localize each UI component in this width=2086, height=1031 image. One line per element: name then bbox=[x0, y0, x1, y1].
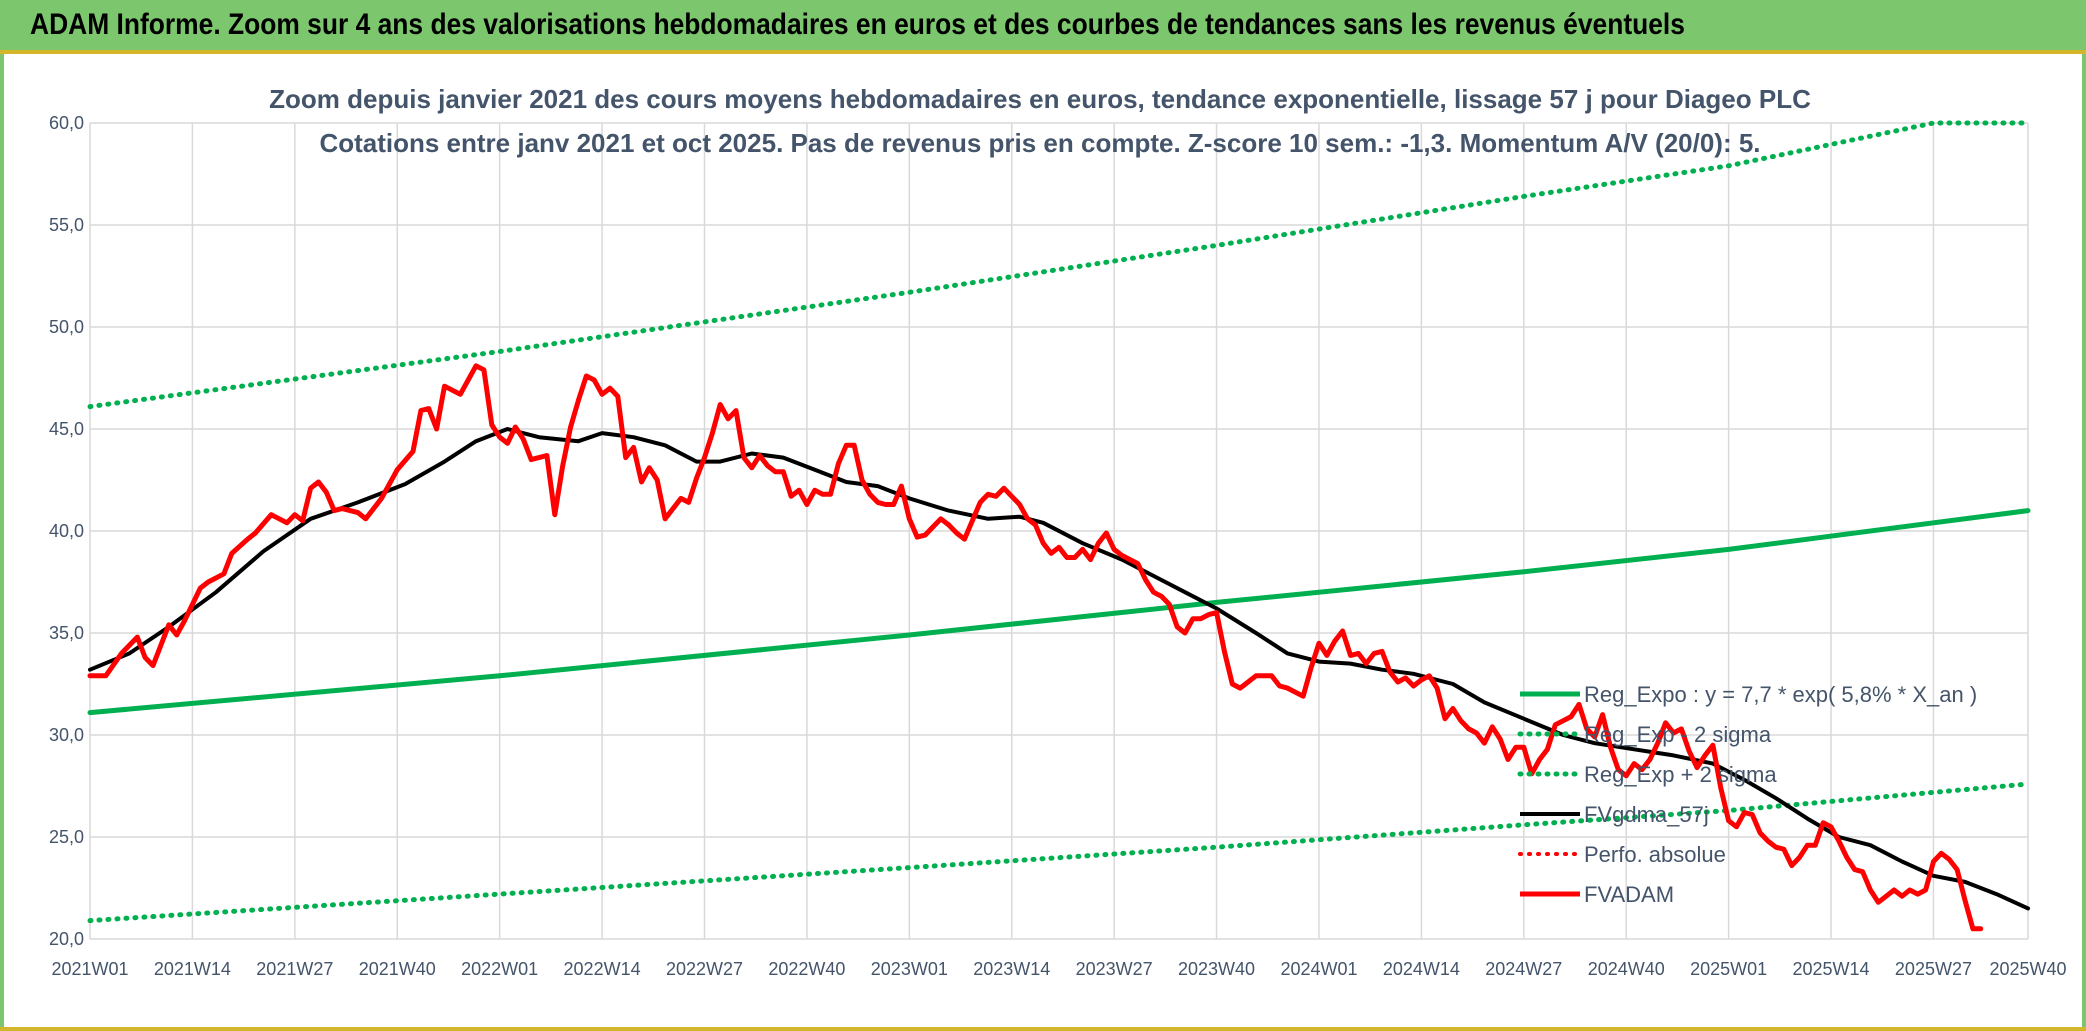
y-tick-label: 30,0 bbox=[49, 725, 84, 745]
x-tick-label: 2022W01 bbox=[461, 959, 538, 979]
y-tick-label: 25,0 bbox=[49, 827, 84, 847]
chart-grid bbox=[89, 122, 2029, 940]
legend-label-3: FVgdma_57j bbox=[1584, 802, 1709, 827]
chart-title: Zoom depuis janvier 2021 des cours moyen… bbox=[269, 84, 1811, 114]
series-line-5 bbox=[87, 363, 1984, 932]
x-tick-label: 2021W27 bbox=[256, 959, 333, 979]
legend-label-5: FVADAM bbox=[1584, 882, 1674, 907]
right-frame-border bbox=[2082, 54, 2086, 1031]
series-line-2 bbox=[87, 120, 2031, 410]
x-tick-label: 2025W01 bbox=[1690, 959, 1767, 979]
x-tick-label: 2025W40 bbox=[1989, 959, 2066, 979]
x-tick-label: 2023W27 bbox=[1076, 959, 1153, 979]
x-tick-label: 2025W27 bbox=[1895, 959, 1972, 979]
x-tick-label: 2023W01 bbox=[871, 959, 948, 979]
report-title: ADAM Informe. Zoom sur 4 ans des valoris… bbox=[30, 8, 1685, 41]
chart-series bbox=[87, 120, 2031, 932]
y-tick-label: 55,0 bbox=[49, 215, 84, 235]
y-tick-label: 45,0 bbox=[49, 419, 84, 439]
x-tick-label: 2023W14 bbox=[973, 959, 1050, 979]
x-tick-label: 2024W01 bbox=[1280, 959, 1357, 979]
legend-label-0: Reg_Expo : y = 7,7 * exp( 5,8% * X_an ) bbox=[1584, 682, 1977, 707]
y-tick-label: 20,0 bbox=[49, 929, 84, 949]
x-tick-label: 2021W01 bbox=[51, 959, 128, 979]
legend-label-4: Perfo. absolue bbox=[1584, 842, 1726, 867]
x-tick-label: 2022W27 bbox=[666, 959, 743, 979]
bottom-frame-border bbox=[0, 1027, 2086, 1031]
x-tick-label: 2024W40 bbox=[1588, 959, 1665, 979]
report-header: ADAM Informe. Zoom sur 4 ans des valoris… bbox=[0, 0, 2086, 54]
x-tick-label: 2024W27 bbox=[1485, 959, 1562, 979]
x-tick-label: 2022W14 bbox=[564, 959, 641, 979]
chart-axes: 20,0 25,0 30,0 35,0 40,0 45,0 50,0 55,0 60,0 2021… bbox=[49, 113, 2067, 979]
y-tick-label: 60,0 bbox=[49, 113, 84, 133]
x-tick-label: 2021W40 bbox=[359, 959, 436, 979]
legend-label-1: Reg_Exp - 2 sigma bbox=[1584, 722, 1772, 747]
series-line-0 bbox=[87, 508, 2031, 716]
chart-legend: Reg_Expo : y = 7,7 * exp( 5,8% * X_an ) R… bbox=[1517, 682, 1977, 907]
legend-label-2: Reg_Exp + 2 sigma bbox=[1584, 762, 1777, 787]
x-tick-label: 2024W14 bbox=[1383, 959, 1460, 979]
left-frame-border bbox=[0, 54, 4, 1031]
series-line-3 bbox=[88, 427, 2030, 911]
x-tick-label: 2022W40 bbox=[768, 959, 845, 979]
y-tick-label: 50,0 bbox=[49, 317, 84, 337]
x-tick-label: 2023W40 bbox=[1178, 959, 1255, 979]
chart-subtitle: Cotations entre janv 2021 et oct 2025. P… bbox=[319, 128, 1760, 158]
y-tick-label: 35,0 bbox=[49, 623, 84, 643]
x-tick-label: 2025W14 bbox=[1793, 959, 1870, 979]
series-line-1 bbox=[87, 781, 2031, 924]
y-tick-label: 40,0 bbox=[49, 521, 84, 541]
x-tick-label: 2021W14 bbox=[154, 959, 231, 979]
